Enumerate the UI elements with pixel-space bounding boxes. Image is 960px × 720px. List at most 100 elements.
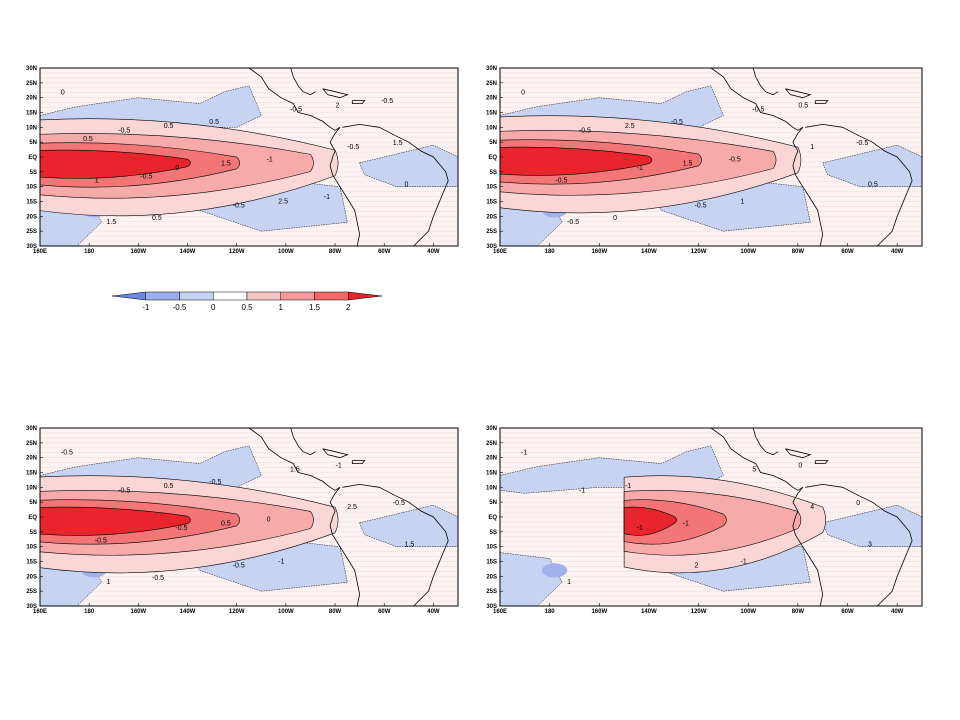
contour-label: -1 [267,157,273,164]
coastline [752,68,779,96]
y-tick-label: EQ [488,515,497,521]
coastline [805,483,913,606]
y-tick-label: 20S [486,214,497,220]
x-tick-label: 80W [329,249,342,255]
x-tick-label: 140W [641,609,657,615]
contour-label: 1 [567,579,571,586]
negative-region [822,144,922,187]
y-tick-label: EQ [28,515,37,521]
y-tick-label: 15S [26,560,37,566]
contour-label: -0.5 [579,127,591,134]
contour-label: -0.5 [671,119,683,126]
contour-label: -0.5 [381,98,393,105]
contour-label: -0.5 [752,106,764,113]
contour-label: 1.5 [683,161,693,168]
contour-label: 0.5 [798,102,808,109]
y-tick-label: 10N [26,125,37,131]
x-tick-label: 180 [545,249,556,255]
colorbar-label: 1.5 [309,303,321,312]
contour-label: -1 [336,462,342,469]
x-tick-label: 80W [792,249,805,255]
coastline [814,460,829,464]
negative-core [541,563,568,578]
colorbar-segment [213,291,248,301]
colorbar-label: 1 [279,303,284,312]
x-tick-label: 80W [329,609,342,615]
y-tick-label: 15S [486,560,497,566]
coastline [785,448,812,459]
y-tick-label: 30N [486,66,497,72]
y-tick-label: 15N [486,471,497,477]
colorbar-segment [348,291,383,301]
contour-label: -0.5 [118,127,130,134]
contour-label: 3 [868,542,872,549]
y-tick-label: 20N [486,96,497,102]
contour-label: 5 [752,466,756,473]
contour-label: -0.5 [347,144,359,151]
coastline [329,487,361,606]
contour-label: -1 [324,194,330,201]
y-tick-label: 5S [490,530,497,536]
x-tick-label: 160E [33,609,47,615]
x-tick-label: 40W [891,609,904,615]
y-tick-label: 10N [486,485,497,491]
contour-label: 2.5 [625,123,635,130]
y-tick-label: 25S [26,589,37,595]
x-tick-label: 140W [180,609,196,615]
coastline [792,127,824,246]
contour-label: 0 [613,215,617,222]
contour-label: -0.5 [290,106,302,113]
y-tick-label: 15S [26,200,37,206]
panel-bottom-left: -0.5 -0.5 -0.5 -0.5 1.5 2.5 1.5 1 0.5 0.5 -1 -1 -0.5… [26,426,459,615]
colorbar-label: -1 [142,303,150,312]
y-tick-label: 30S [26,604,37,610]
colorbar-segment [145,291,180,301]
coastline [710,428,804,491]
y-tick-label: 25N [486,81,497,87]
contour-label: -0.5 [233,202,245,209]
contour-label: -0.5 [856,140,868,147]
y-tick-label: 30N [486,426,497,432]
contour-label: 2.5 [347,504,357,511]
x-tick-label: 140W [180,249,196,255]
x-tick-label: 180 [84,609,95,615]
negative-region [822,504,922,547]
y-tick-label: 10N [486,125,497,131]
x-tick-label: 100W [278,249,294,255]
y-tick-label: 25N [26,441,37,447]
colorbar-segment [111,291,146,301]
contour-label: -0.5 [61,450,73,457]
contour-label: -1 [637,525,643,532]
colorbar-label: 0.5 [241,303,253,312]
contour-label: 4 [810,504,814,511]
contour-label: -1 [278,558,284,565]
x-tick-label: 100W [278,609,294,615]
y-tick-label: 25S [26,229,37,235]
contour-label: 2.5 [278,198,288,205]
y-tick-label: 20N [26,96,37,102]
colorbar-segment [314,291,349,301]
contour-label: -1 [625,483,631,490]
coastline [248,428,341,491]
x-tick-label: 100W [740,249,756,255]
coastline [792,487,824,606]
contour-label: 1 [95,178,99,185]
contour-label: -0.5 [118,487,130,494]
coastline [342,123,449,246]
contour-label: 0.5 [221,521,231,528]
colorbar-segment [179,291,214,301]
panel-top-right: 0 -0.5 -1 -0.5 -0.5 1 0.5 -0.5 2.5 1.5 1 0.5 -0.5 -0.… [486,66,923,255]
x-tick-label: 80W [792,609,805,615]
coastline [290,68,316,96]
y-tick-label: 15N [26,111,37,117]
y-tick-label: EQ [488,155,497,161]
contour-label: -1 [637,165,643,172]
x-tick-label: 40W [427,609,440,615]
contour-label: 1.5 [290,466,300,473]
contour-label: 1 [107,579,111,586]
coastline [752,428,779,456]
contour-label: 1.5 [107,219,117,226]
contour-label: 1 [741,198,745,205]
coastline [351,460,366,464]
